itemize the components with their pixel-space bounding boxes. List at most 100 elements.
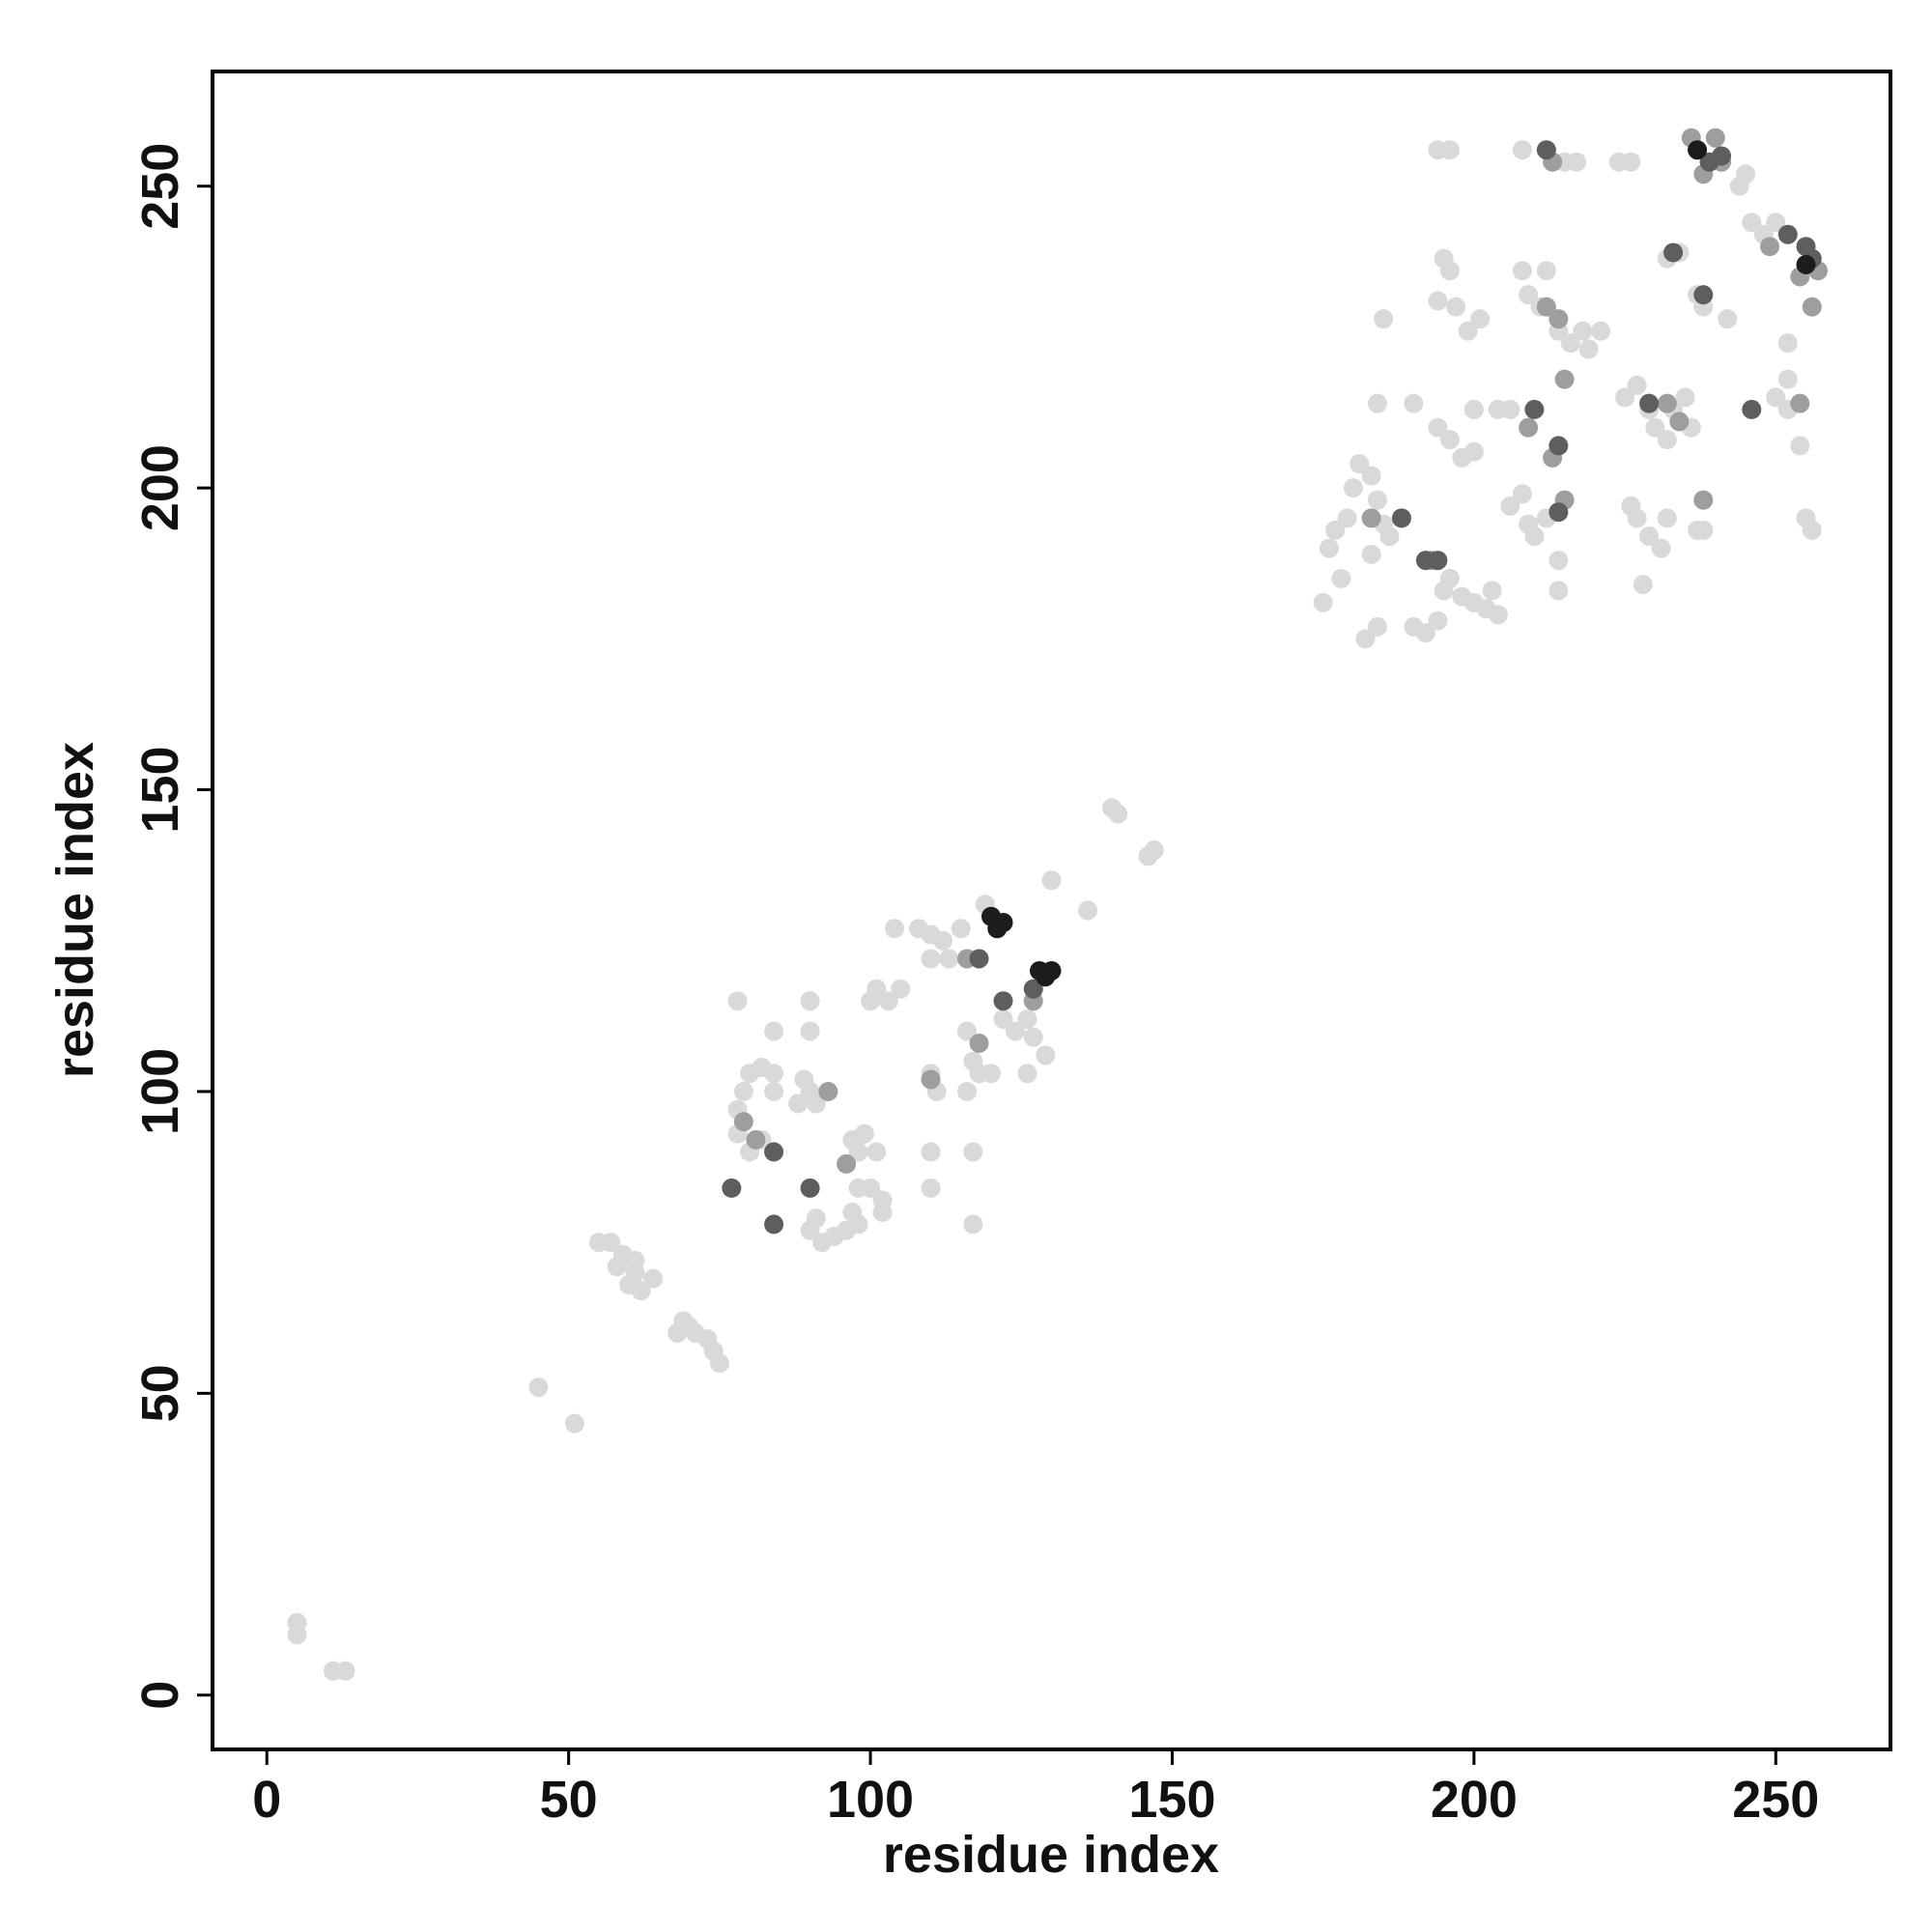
point (1669, 412, 1690, 432)
point (1578, 339, 1599, 359)
y-tick-label: 50 (131, 1364, 189, 1422)
point (1319, 538, 1339, 558)
point (1391, 508, 1411, 528)
point (1693, 285, 1714, 305)
point (921, 1178, 941, 1198)
point (921, 949, 941, 969)
y-tick-label: 250 (131, 143, 189, 230)
point (1361, 466, 1381, 486)
y-tick-label: 200 (131, 444, 189, 531)
point (1463, 441, 1484, 462)
point (764, 1081, 784, 1101)
point (963, 1214, 983, 1235)
point (1651, 538, 1671, 558)
point (601, 1233, 621, 1253)
point (963, 1142, 983, 1162)
point (1519, 417, 1539, 438)
point (1693, 520, 1714, 540)
point (1138, 846, 1158, 867)
x-tick-label: 100 (827, 1771, 914, 1829)
point (885, 919, 905, 939)
point (1367, 393, 1387, 413)
point (1760, 237, 1780, 257)
point (1379, 526, 1400, 547)
point (564, 1413, 584, 1434)
point (1108, 804, 1128, 824)
point (1766, 387, 1786, 408)
point (800, 991, 820, 1011)
point (679, 1317, 699, 1337)
y-tick-label: 100 (131, 1048, 189, 1135)
point (1500, 399, 1520, 419)
point (1350, 454, 1370, 474)
point (1325, 520, 1346, 540)
point (800, 1220, 820, 1240)
point (1718, 309, 1738, 329)
point (1367, 616, 1387, 637)
point (1343, 478, 1363, 498)
point (1657, 430, 1677, 450)
point (1554, 369, 1575, 389)
point (1439, 430, 1460, 450)
point (1036, 1045, 1056, 1065)
point (1017, 1009, 1037, 1029)
point (1802, 297, 1822, 317)
point (1337, 508, 1357, 528)
point (1439, 140, 1460, 160)
point (993, 1009, 1013, 1029)
point (1524, 399, 1545, 419)
point (854, 1123, 874, 1144)
point (1742, 213, 1762, 233)
point (1428, 417, 1448, 438)
point (1657, 508, 1677, 528)
point (1313, 592, 1333, 612)
point (1688, 140, 1708, 160)
point (1548, 502, 1569, 523)
point (1439, 261, 1460, 281)
point (1361, 508, 1381, 528)
point (287, 1625, 307, 1645)
point (981, 1064, 1002, 1084)
point (1331, 568, 1351, 588)
point (1463, 399, 1484, 419)
point (969, 1033, 989, 1053)
point (993, 991, 1013, 1011)
point (1560, 333, 1580, 354)
point (335, 1661, 355, 1681)
point (861, 1178, 881, 1198)
point (1766, 213, 1786, 233)
x-tick-label: 0 (252, 1771, 281, 1829)
point (1639, 526, 1660, 547)
point (1645, 417, 1665, 438)
point (1536, 261, 1556, 281)
point (800, 1021, 820, 1041)
point (1512, 484, 1532, 504)
point (1482, 581, 1502, 601)
x-tick-label: 250 (1732, 1771, 1819, 1829)
point (837, 1153, 857, 1174)
point (1519, 285, 1539, 305)
point (1790, 393, 1810, 413)
point (1023, 1027, 1043, 1047)
point (607, 1257, 627, 1277)
point (842, 1202, 863, 1222)
point (1548, 581, 1569, 601)
point (1639, 393, 1660, 413)
point (1404, 393, 1424, 413)
point (1524, 526, 1545, 547)
point (800, 1178, 820, 1198)
point (806, 1094, 826, 1114)
point (1512, 140, 1532, 160)
point (709, 1353, 729, 1374)
point (1428, 611, 1448, 631)
point (1567, 152, 1587, 172)
point (872, 1202, 893, 1222)
point (1470, 309, 1491, 329)
point (788, 1094, 809, 1114)
point (1777, 224, 1798, 244)
point (1627, 375, 1647, 395)
point (631, 1281, 651, 1301)
x-tick-label: 50 (540, 1771, 598, 1829)
point (1415, 623, 1435, 643)
